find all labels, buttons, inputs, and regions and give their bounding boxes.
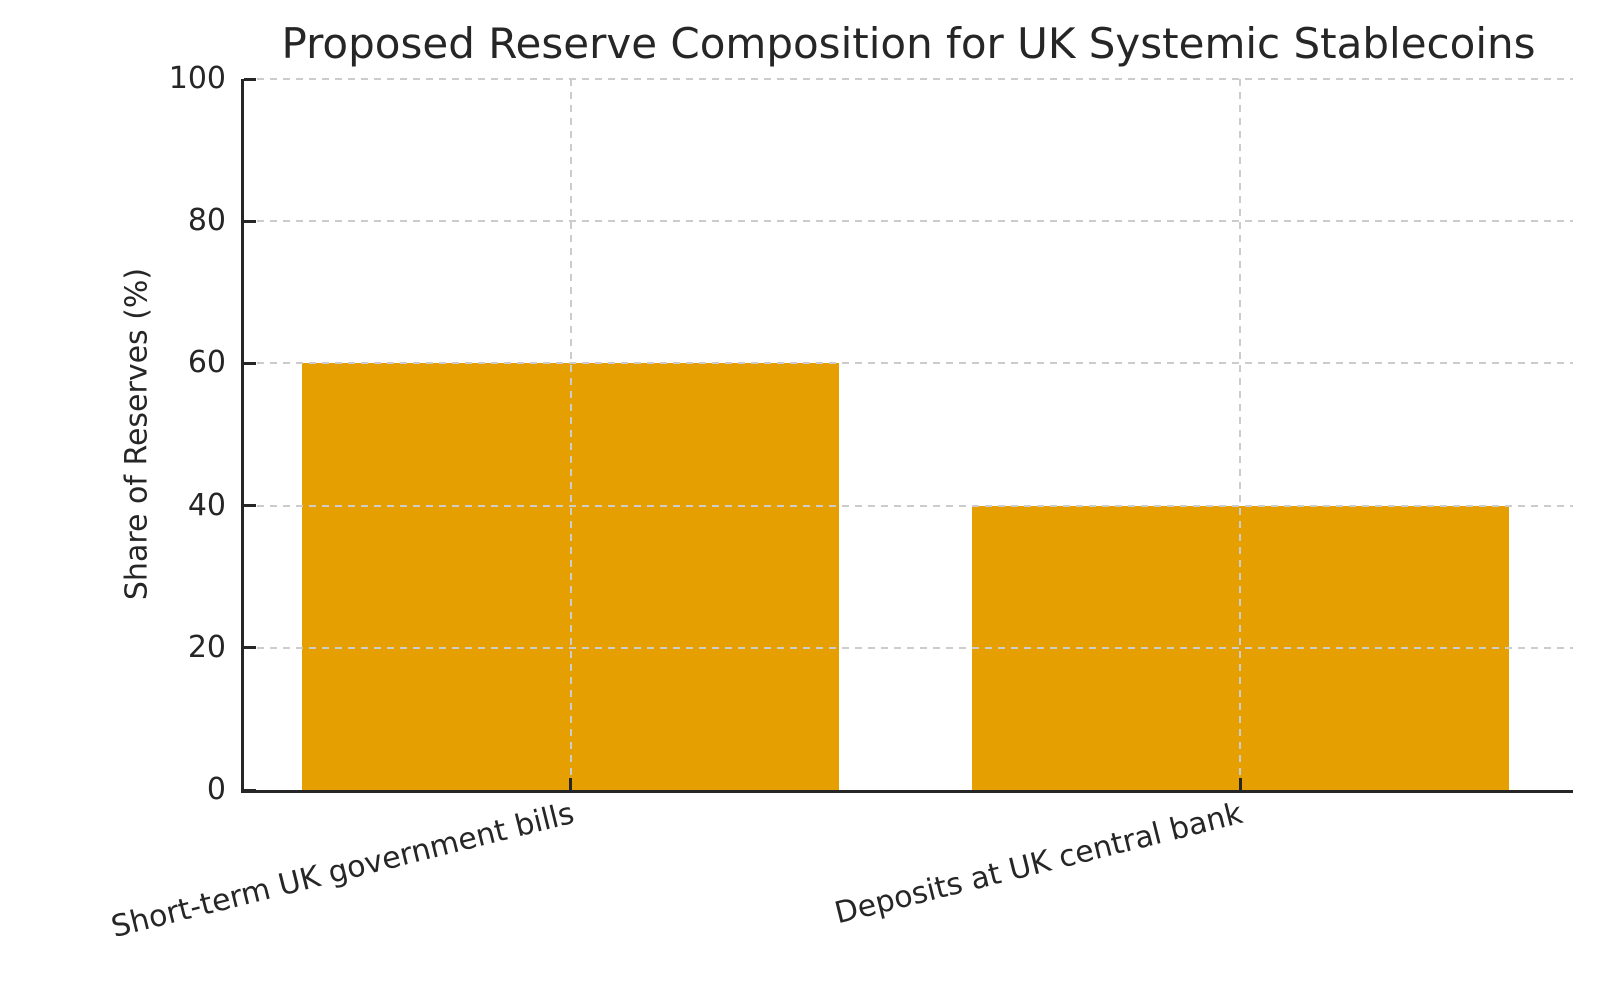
y-tick-label: 100 xyxy=(168,61,226,96)
y-tick-label: 40 xyxy=(187,487,226,523)
x-tick xyxy=(1238,778,1242,790)
gridline-horizontal xyxy=(244,362,1573,365)
y-tick xyxy=(244,646,256,650)
y-tick xyxy=(244,504,256,508)
y-tick xyxy=(244,219,256,223)
chart-title: Proposed Reserve Composition for UK Syst… xyxy=(281,19,1536,68)
y-tick-label: 60 xyxy=(187,345,226,381)
y-tick-label: 80 xyxy=(187,203,226,239)
x-tick xyxy=(569,778,573,790)
gridline-horizontal xyxy=(244,504,1573,507)
plot-area xyxy=(241,77,1573,793)
y-tick xyxy=(244,77,256,81)
gridline-vertical xyxy=(1239,79,1242,790)
gridline-horizontal xyxy=(244,646,1573,649)
y-axis-label: Share of Reserves (%) xyxy=(119,267,155,601)
y-tick-label: 0 xyxy=(206,772,226,807)
y-tick xyxy=(244,788,256,792)
x-tick-label: Short-term UK government bills xyxy=(107,796,578,945)
gridline-vertical xyxy=(569,79,572,790)
x-tick-label: Deposits at UK central bank xyxy=(831,796,1247,932)
gridline-horizontal xyxy=(244,220,1573,223)
gridline-horizontal xyxy=(244,78,1573,80)
y-tick xyxy=(244,361,256,365)
y-tick-label: 20 xyxy=(187,629,226,665)
